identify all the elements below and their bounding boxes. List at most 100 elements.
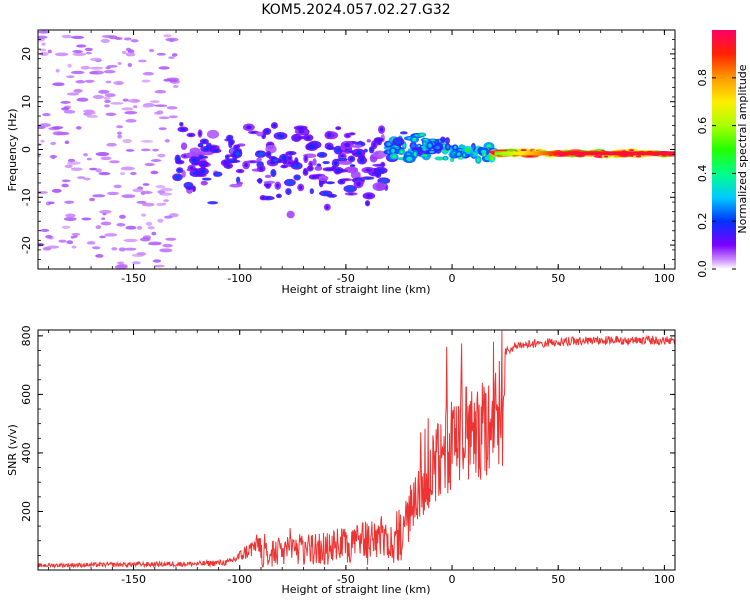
heatmap-cell-core bbox=[324, 161, 328, 164]
snr-frame bbox=[37, 329, 676, 571]
heatmap-cell-core bbox=[446, 145, 450, 149]
heatmap-cell bbox=[85, 51, 92, 55]
heatmap-cell-core bbox=[406, 156, 413, 161]
heatmap-cell bbox=[125, 225, 137, 230]
heatmap-band bbox=[545, 151, 549, 156]
heatmap-cell-core bbox=[333, 160, 338, 166]
heatmap-cell bbox=[141, 213, 147, 217]
heatmap-band bbox=[665, 151, 669, 156]
heatmap-cell-core bbox=[335, 168, 341, 172]
heatmap-cell-core bbox=[423, 148, 426, 151]
heatmap-cell bbox=[83, 153, 88, 157]
heatmap-band bbox=[497, 151, 501, 156]
heatmap-cell bbox=[117, 134, 123, 139]
heatmap-cell-core bbox=[288, 152, 294, 155]
heatmap-cell bbox=[89, 57, 102, 62]
snr-ytick-label: 400 bbox=[20, 442, 33, 463]
heatmap-cell bbox=[38, 242, 45, 247]
heatmap-cell bbox=[70, 167, 83, 171]
heatmap-cell bbox=[264, 174, 272, 179]
snr-series-line bbox=[38, 330, 675, 569]
heatmap-cell bbox=[75, 80, 86, 84]
heatmap-cell bbox=[136, 200, 147, 204]
heatmap-cell bbox=[133, 105, 138, 109]
heatmap-band bbox=[525, 151, 529, 156]
heatmap-cell-core bbox=[526, 155, 535, 158]
heatmap-cell bbox=[101, 217, 106, 221]
heatmap-cell-core bbox=[244, 162, 248, 168]
heatmap-band bbox=[596, 151, 600, 156]
heatmap-cell bbox=[111, 247, 118, 251]
colorbar-tick-label: 0.0 bbox=[696, 260, 709, 278]
heatmap-cell bbox=[155, 184, 166, 189]
heatmap-band bbox=[588, 151, 592, 156]
heatmap-cell-core bbox=[437, 157, 442, 160]
heatmap-cell-core bbox=[259, 166, 264, 171]
heatmap-cell bbox=[180, 142, 188, 151]
heatmap-cell-core bbox=[635, 155, 642, 158]
heatmap-band bbox=[553, 151, 557, 156]
heatmap-cell-core bbox=[453, 145, 457, 150]
heatmap-cell bbox=[169, 38, 175, 43]
heatmap-cell bbox=[166, 106, 178, 110]
heatmap-cell bbox=[89, 66, 104, 70]
heatmap-cell-core bbox=[297, 136, 303, 139]
heatmap-cell-core bbox=[186, 183, 191, 188]
heatmap-cell-core bbox=[199, 144, 202, 147]
heatmap-cell bbox=[73, 235, 78, 238]
heatmap-band bbox=[573, 151, 577, 156]
heatmap-cell-core bbox=[328, 147, 333, 150]
heatmap-cell bbox=[109, 160, 120, 164]
heatmap-cell bbox=[263, 180, 276, 184]
heatmap-cell-core bbox=[297, 126, 304, 130]
heatmap-cell bbox=[140, 140, 154, 143]
heatmap-cell bbox=[90, 70, 105, 75]
heatmap-band bbox=[558, 151, 562, 156]
heatmap-cell bbox=[372, 182, 387, 192]
heatmap-cell-core bbox=[215, 172, 220, 176]
heatmap-band bbox=[593, 151, 597, 156]
heatmap-cell bbox=[54, 52, 69, 57]
heatmap-cell bbox=[152, 259, 162, 263]
heatmap-cell bbox=[130, 171, 137, 176]
spectrogram-ytick-label: -10 bbox=[20, 188, 33, 206]
heatmap-cell-core bbox=[304, 156, 307, 161]
heatmap-cell bbox=[121, 194, 136, 198]
heatmap-cell-core bbox=[191, 158, 197, 163]
heatmap-cell bbox=[168, 115, 178, 119]
snr-xtick-label: -150 bbox=[121, 573, 146, 586]
heatmap-cell bbox=[119, 172, 126, 176]
heatmap-cell bbox=[136, 252, 147, 256]
heatmap-band bbox=[568, 151, 572, 156]
heatmap-cell bbox=[61, 225, 71, 229]
heatmap-cell bbox=[71, 70, 85, 75]
heatmap-cell bbox=[42, 113, 51, 117]
heatmap-cell bbox=[256, 131, 264, 137]
heatmap-cell bbox=[103, 70, 116, 74]
heatmap-cell-core bbox=[276, 183, 280, 188]
heatmap-cell-core bbox=[380, 169, 384, 172]
heatmap-band bbox=[609, 151, 613, 156]
heatmap-cell-core bbox=[344, 142, 351, 148]
heatmap-cell-core bbox=[359, 158, 365, 163]
heatmap-cell bbox=[105, 66, 111, 70]
heatmap-cell bbox=[150, 159, 162, 162]
heatmap-cell bbox=[100, 221, 112, 226]
snr-xtick-label: 0 bbox=[449, 573, 456, 586]
heatmap-cell bbox=[116, 82, 123, 85]
heatmap-cell-core bbox=[328, 181, 333, 184]
snr-xtick-label: -50 bbox=[337, 573, 355, 586]
heatmap-cell-core bbox=[188, 133, 194, 137]
heatmap-cell-core bbox=[199, 169, 206, 174]
heatmap-cell bbox=[51, 155, 56, 160]
heatmap-cell-core bbox=[380, 179, 387, 183]
colorbar-tick-label: 0.2 bbox=[696, 212, 709, 230]
snr-ylabel: SNR (v/v) bbox=[6, 424, 19, 476]
heatmap-cell bbox=[89, 197, 96, 202]
heatmap-cell bbox=[163, 199, 169, 202]
heatmap-cell bbox=[104, 99, 111, 103]
heatmap-cell-core bbox=[235, 151, 240, 156]
heatmap-cell-core bbox=[198, 131, 202, 136]
heatmap-cell-core bbox=[298, 129, 305, 134]
